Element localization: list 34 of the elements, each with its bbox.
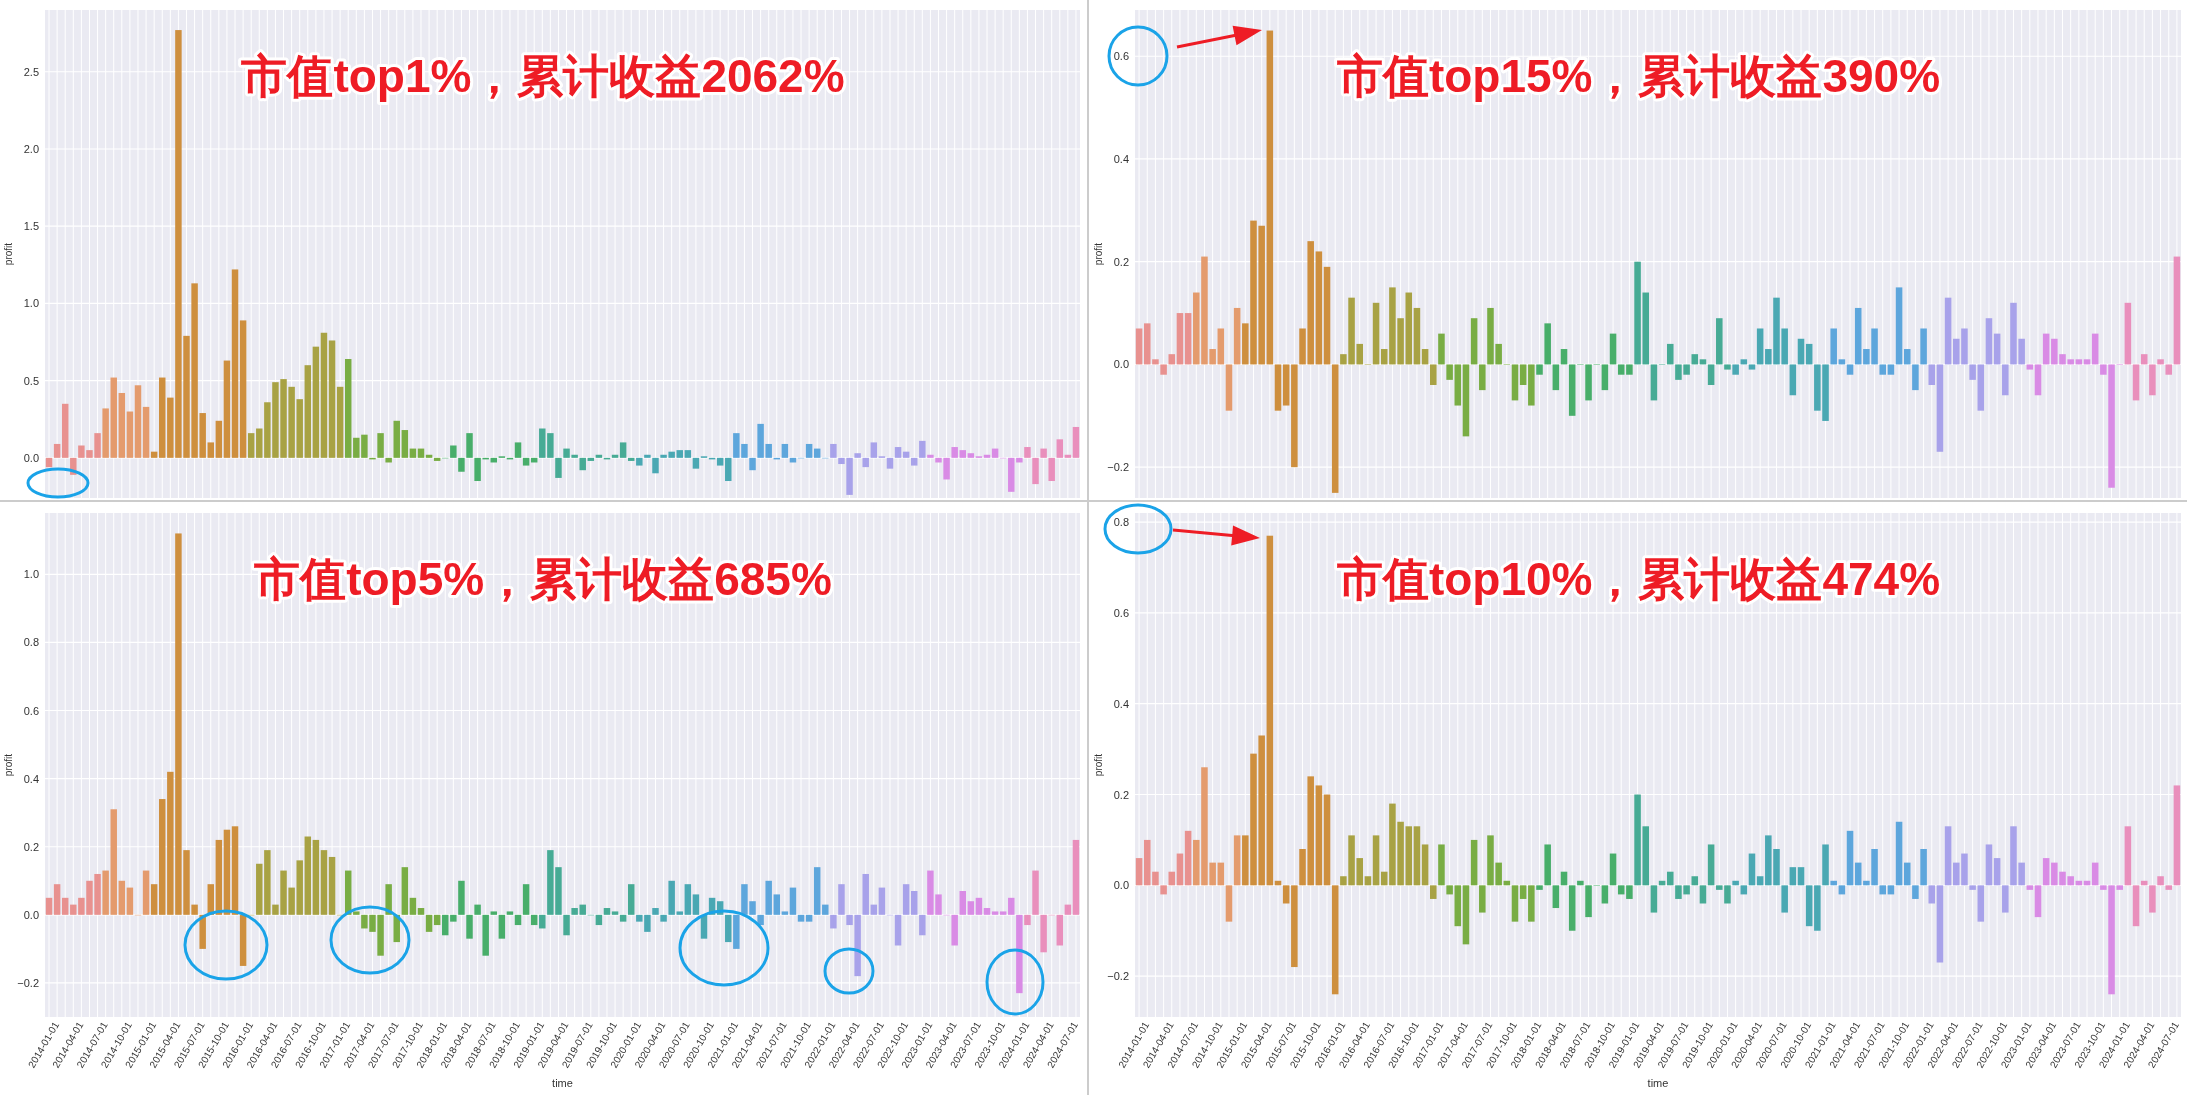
y-tick-label: 1.0 (23, 568, 39, 581)
y-axis-title: profit (1093, 753, 1104, 777)
y-axis-title: profit (3, 753, 14, 777)
y-tick-label: 0.4 (1113, 697, 1129, 710)
y-tick-label: 0.0 (23, 451, 39, 464)
y-tick-label: 0.0 (1113, 879, 1129, 892)
y-tick-label: 0.2 (23, 840, 39, 853)
y-tick-label: 0.5 (23, 374, 39, 387)
y-tick-label: 1.5 (23, 220, 39, 233)
y-tick-label: 0.2 (1113, 788, 1129, 801)
y-tick-label: −0.2 (1107, 970, 1129, 983)
text: 市值top5%，累计收益685% (254, 553, 832, 605)
text: 市值top1%，累计收益2062% (241, 50, 845, 102)
y-tick-label: −0.2 (1107, 461, 1129, 474)
y-tick-label: 2.5 (23, 65, 39, 78)
y-tick-label: 0.8 (1113, 516, 1129, 529)
text: 市值top15%，累计收益390% (1336, 50, 1941, 102)
y-tick-label: 0.6 (1113, 50, 1129, 63)
x-axis-title: time (552, 1077, 573, 1089)
y-tick-label: 0.6 (23, 704, 39, 717)
y-tick-label: 0.8 (23, 636, 39, 649)
y-tick-label: 0.4 (1113, 152, 1129, 165)
x-axis-title: time (1647, 1077, 1669, 1089)
text: 市值top10%，累计收益474% (1336, 553, 1941, 605)
y-tick-label: 0.0 (23, 908, 39, 921)
y-tick-label: 0.4 (23, 772, 39, 785)
y-tick-label: −0.2 (17, 976, 39, 989)
y-tick-label: 0.0 (1113, 358, 1129, 371)
y-tick-label: 0.2 (1113, 255, 1129, 268)
y-tick-label: 2.0 (23, 142, 39, 155)
y-axis-title: profit (1093, 242, 1104, 266)
y-axis-title: profit (3, 242, 14, 266)
y-tick-label: 0.6 (1113, 606, 1129, 619)
y-tick-label: 1.0 (23, 297, 39, 310)
